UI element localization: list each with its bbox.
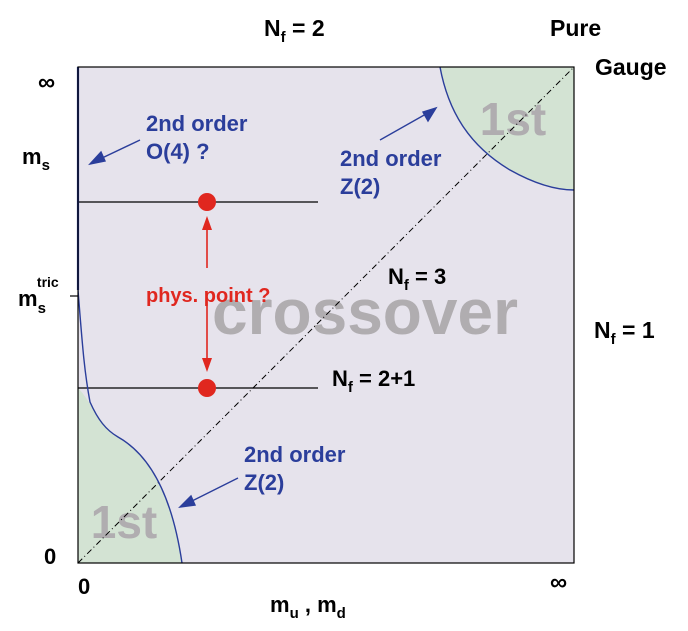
label-2nd-order-z2-top-line1: 2nd order [340, 146, 442, 171]
arrow-o4-head [88, 150, 106, 166]
ms-tric-label: mstric [18, 274, 59, 317]
nf3-label: Nf = 3 [388, 264, 446, 294]
label-2nd-order-o4-line1: 2nd order [146, 111, 248, 136]
physical-point-lower [198, 379, 216, 397]
arrow-z2-top-head [421, 106, 438, 123]
red-arrow-down-head [202, 358, 212, 372]
red-arrow-up-head [202, 216, 212, 230]
first-order-region-top [440, 67, 574, 190]
first-order-label-top: 1st [480, 93, 546, 145]
infinity-label-top: ∞ [38, 69, 55, 96]
critical-line-bottom [78, 289, 183, 563]
gauge-label: Gauge [595, 54, 667, 80]
zero-label-left: 0 [44, 544, 56, 569]
label-2nd-order-z2-bottom-line1: 2nd order [244, 442, 346, 467]
pure-label: Pure [550, 15, 601, 41]
nf21-label: Nf = 2+1 [332, 366, 415, 396]
infinity-label-bottom: ∞ [550, 569, 567, 596]
svg-text:2nd order Z(2): 2nd order Z(2) [244, 442, 352, 495]
arrow-z2-bottom-shaft [189, 477, 239, 503]
diagram-frame [77, 66, 575, 564]
zero-label-bottom: 0 [78, 574, 90, 599]
label-2nd-order-o4-line2: O(4) ? [146, 139, 210, 164]
physical-point-upper [198, 193, 216, 211]
arrow-o4-shaft [99, 139, 141, 160]
nf1-label: Nf = 1 [594, 317, 655, 348]
crossover-label: crossover [212, 276, 518, 348]
svg-text:2nd order Z(2): 2nd order Z(2) [340, 146, 448, 199]
label-2nd-order-z2-top-line2: Z(2) [340, 174, 380, 199]
critical-line-top [439, 67, 574, 191]
first-order-region-bottom [78, 388, 182, 563]
x-axis-label: mu , md [270, 592, 346, 622]
label-2nd-order-z2-bottom-line2: Z(2) [244, 470, 284, 495]
first-order-label-bottom: 1st [91, 496, 157, 548]
nf2-label: Nf = 2 [264, 15, 325, 46]
arrow-z2-bottom-head [178, 494, 197, 508]
phys-point-label: phys. point ? [146, 285, 270, 307]
svg-text:2nd order O(4) ?: 2nd order O(4) ? [146, 111, 254, 164]
arrow-z2-top-shaft [379, 113, 427, 141]
ms-label: ms [22, 144, 50, 174]
